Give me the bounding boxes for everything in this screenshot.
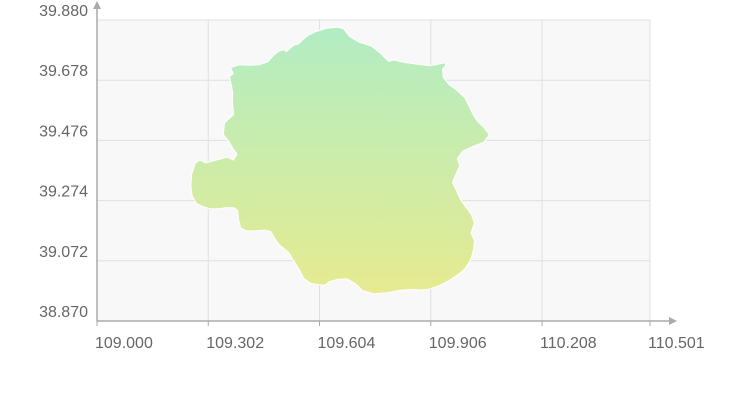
x-tick-label: 110.208 <box>540 335 597 352</box>
y-tick-label: 39.476 <box>39 123 88 140</box>
y-axis-arrow <box>93 1 101 9</box>
x-tick-label: 109.906 <box>429 335 487 352</box>
y-tick-label: 39.274 <box>39 184 88 201</box>
y-tick-label: 39.880 <box>39 3 88 20</box>
x-tick-label: 109.302 <box>206 335 264 352</box>
x-axis-arrow <box>669 317 677 325</box>
y-tick-label: 39.072 <box>39 244 88 261</box>
x-tick-labels: 109.000 109.302 109.604 109.906 110.208 110.5… <box>95 321 705 352</box>
y-tick-label: 39.678 <box>39 63 88 80</box>
x-tick-label: 109.604 <box>318 335 376 352</box>
map-region[interactable] <box>190 26 491 295</box>
y-tick-labels: 39.880 39.678 39.476 39.274 39.072 38.870 <box>39 3 88 321</box>
axes <box>93 1 677 325</box>
x-tick-label: 109.000 <box>95 335 153 352</box>
y-tick-label: 38.870 <box>39 304 88 321</box>
x-tick-label: 110.501 <box>648 335 705 352</box>
